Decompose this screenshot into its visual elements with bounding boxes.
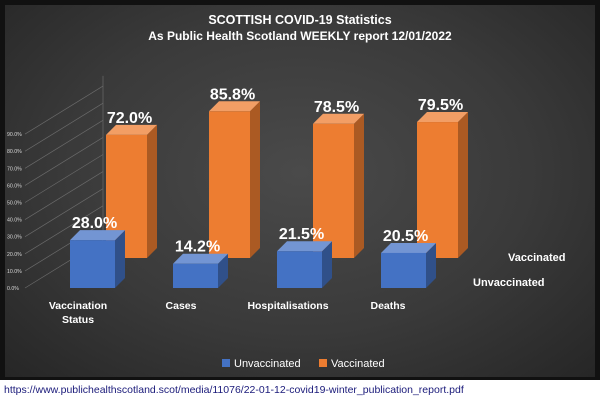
chart-title: SCOTTISH COVID-19 Statistics — [208, 13, 391, 27]
gridline — [24, 102, 104, 152]
legend-label-vaccinated: Vaccinated — [331, 358, 385, 370]
bar-unvaccinated-front — [277, 251, 322, 288]
bar-unvaccinated-side — [218, 253, 228, 288]
data-label-unvaccinated: 14.2% — [175, 239, 220, 256]
depth-label-vaccinated: Vaccinated — [508, 252, 565, 264]
gridline — [24, 188, 104, 237]
gridline — [24, 85, 104, 135]
y-tick-label: 90.0% — [7, 132, 22, 138]
gridline — [24, 137, 104, 186]
chart-frame: SCOTTISH COVID-19 Statistics As Public H… — [0, 0, 600, 380]
y-tick-label: 80.0% — [7, 149, 22, 155]
data-label-unvaccinated: 20.5% — [383, 228, 428, 245]
bar-vaccinated-side — [147, 124, 157, 258]
bar-unvaccinated-side — [115, 230, 125, 288]
data-label-vaccinated: 72.0% — [107, 110, 152, 127]
gridline — [24, 205, 104, 255]
gridline — [24, 154, 104, 203]
data-label-vaccinated: 78.5% — [314, 99, 359, 116]
bar-vaccinated-side — [250, 101, 260, 258]
bar-unvaccinated — [381, 242, 436, 288]
bar-vaccinated — [417, 112, 468, 259]
bar-unvaccinated — [173, 253, 228, 288]
x-category-label: Hospitalisations — [247, 300, 328, 312]
bar-unvaccinated-top — [173, 253, 228, 264]
source-bar: https://www.publichealthscotland.scot/me… — [0, 380, 600, 402]
legend-label-unvaccinated: Unvaccinated — [234, 358, 301, 370]
bar-vaccinated-side — [458, 112, 468, 259]
bar-unvaccinated-front — [381, 252, 426, 288]
bar-unvaccinated-front — [173, 263, 218, 288]
bar-vaccinated-top — [417, 112, 468, 123]
gridline — [24, 120, 104, 169]
data-label-unvaccinated: 28.0% — [72, 215, 117, 232]
bar-unvaccinated-side — [426, 242, 436, 288]
y-tick-label: 60.0% — [7, 183, 22, 189]
chart-area: SCOTTISH COVID-19 Statistics As Public H… — [5, 5, 595, 377]
chart-subtitle: As Public Health Scotland WEEKLY report … — [148, 29, 452, 43]
bar-vaccinated-side — [354, 113, 364, 258]
bar-vaccinated — [106, 124, 157, 258]
bar-unvaccinated-top — [277, 241, 332, 252]
depth-label-unvaccinated: Unvaccinated — [473, 277, 545, 289]
y-tick-label: 0.0% — [7, 286, 19, 292]
bar-unvaccinated-side — [322, 241, 332, 288]
data-label-unvaccinated: 21.5% — [279, 226, 324, 243]
legend-swatch-vaccinated — [319, 359, 327, 367]
y-tick-label: 20.0% — [7, 252, 22, 258]
y-tick-label: 10.0% — [7, 269, 22, 275]
bar-vaccinated-top — [313, 113, 364, 124]
y-tick-label: 50.0% — [7, 201, 22, 207]
bar-unvaccinated — [277, 241, 332, 288]
x-category-label: Vaccination — [49, 300, 107, 312]
legend-swatch-unvaccinated — [222, 359, 230, 367]
data-label-vaccinated: 85.8% — [210, 86, 255, 103]
bar-vaccinated-front — [313, 123, 354, 258]
gridline — [24, 171, 104, 220]
data-label-vaccinated: 79.5% — [418, 97, 463, 114]
bar-vaccinated — [313, 113, 364, 258]
bar-unvaccinated-top — [70, 230, 125, 241]
bar-unvaccinated — [70, 230, 125, 288]
source-url[interactable]: https://www.publichealthscotland.scot/me… — [4, 384, 464, 396]
bar-vaccinated-front — [417, 122, 458, 259]
bar-vaccinated — [209, 101, 260, 258]
x-category-label: Status — [62, 314, 94, 326]
bar-vaccinated-top — [106, 124, 157, 135]
y-tick-label: 40.0% — [7, 218, 22, 224]
bar-unvaccinated-top — [381, 242, 436, 253]
bar-chart: SCOTTISH COVID-19 Statistics As Public H… — [7, 13, 565, 370]
bar-unvaccinated-front — [70, 240, 115, 288]
y-tick-label: 30.0% — [7, 235, 22, 241]
x-category-label: Deaths — [370, 300, 405, 312]
bar-vaccinated-front — [209, 111, 250, 258]
y-tick-label: 70.0% — [7, 166, 22, 172]
x-category-label: Cases — [166, 300, 197, 312]
bar-vaccinated-top — [209, 101, 260, 112]
